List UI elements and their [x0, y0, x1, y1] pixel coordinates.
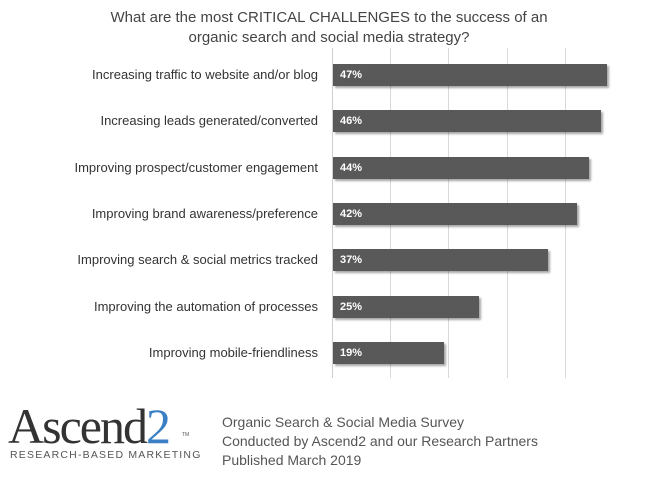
logo-trademark: TM — [182, 432, 190, 438]
category-label: Increasing traffic to website and/or blo… — [92, 67, 318, 82]
category-label: Improving search & social metrics tracke… — [77, 252, 318, 268]
bar-row: Improving prospect/customer engagement 44… — [0, 156, 658, 179]
bar-row: Increasing leads generated/converted 46% — [0, 110, 658, 133]
bar: 19% — [333, 341, 444, 364]
chart-title: What are the most CRITICAL CHALLENGES to… — [0, 8, 658, 48]
category-label: Improving prospect/customer engagement — [74, 159, 318, 175]
ascend2-logo: Ascend2 TM RESEARCH-BASED MARKETING — [8, 401, 200, 466]
logo-wordmark: Ascend2 — [8, 401, 171, 451]
bar: 37% — [333, 249, 548, 272]
category-label: Improving brand awareness/preference — [91, 205, 318, 221]
value-label: 25% — [340, 300, 363, 313]
gridline-0 — [332, 48, 333, 378]
category-label: Improving the automation of processes — [93, 298, 318, 314]
bar: 44% — [333, 156, 589, 179]
bar-chart: Increasing traffic to website and/or blo… — [0, 48, 658, 378]
category-label: Increasing leads generated/converted — [100, 113, 318, 129]
bar-row: Improving search & social metrics tracke… — [0, 249, 658, 272]
category-label: Improving mobile-friendliness — [148, 344, 318, 360]
logo-digit: 2 — [145, 398, 171, 454]
credits-line-1: Organic Search & Social Media Survey — [222, 414, 464, 430]
chart-title-line-2: organic search and social media strategy… — [188, 29, 470, 46]
logo-tagline: RESEARCH-BASED MARKETING — [10, 449, 202, 461]
chart-title-line-1: What are the most CRITICAL CHALLENGES to… — [110, 9, 548, 26]
credits-line-3: Published March 2019 — [222, 452, 362, 468]
survey-credits: Organic Search & Social Media Survey Con… — [222, 413, 538, 470]
bar: 46% — [333, 110, 601, 133]
value-label: 42% — [340, 207, 363, 220]
bar-row: Improving mobile-friendliness 19% — [0, 341, 658, 364]
bar: 47% — [333, 64, 607, 86]
bar: 25% — [333, 295, 479, 318]
logo-word: Ascend — [8, 398, 148, 454]
value-label: 47% — [340, 69, 363, 81]
value-label: 19% — [340, 346, 363, 359]
bar-row: Improving the automation of processes 25% — [0, 295, 658, 318]
bar-row: Improving brand awareness/preference 42% — [0, 202, 658, 225]
value-label: 46% — [340, 115, 363, 128]
bar: 42% — [333, 202, 577, 225]
value-label: 44% — [340, 161, 363, 174]
value-label: 37% — [340, 254, 363, 267]
bar-row: Increasing traffic to website and/or blo… — [0, 64, 658, 86]
credits-line-2: Conducted by Ascend2 and our Research Pa… — [222, 433, 538, 449]
